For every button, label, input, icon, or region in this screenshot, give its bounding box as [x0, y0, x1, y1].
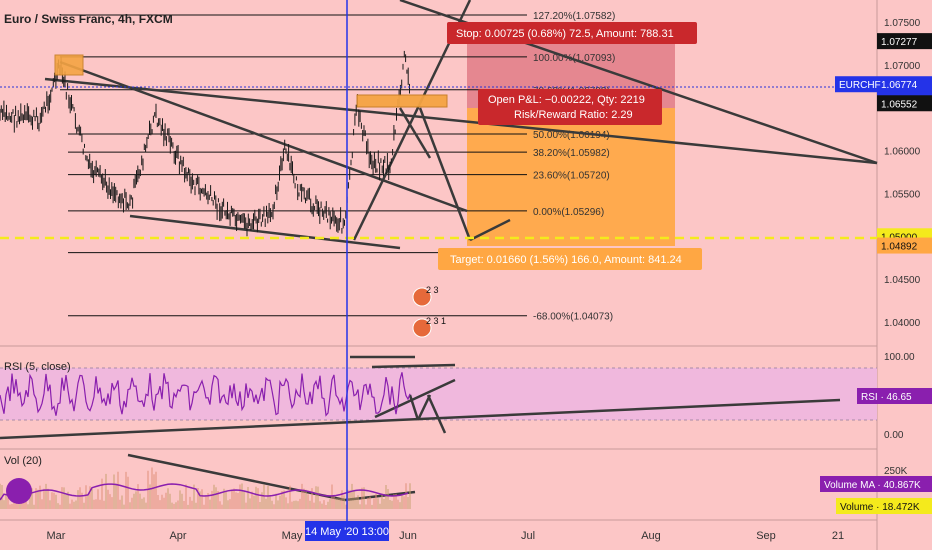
fib-label: 38.20%(1.05982) [533, 148, 610, 159]
fib-label: 23.60%(1.05720) [533, 171, 610, 182]
target-label-box [438, 248, 702, 270]
pnl-label-box [478, 89, 662, 125]
price-series [0, 50, 410, 237]
price-marker [877, 76, 932, 93]
rsi-title: RSI (5, close) [4, 361, 71, 373]
trend-line [469, 218, 511, 242]
trend-line [44, 77, 878, 165]
trend-line [398, 107, 432, 159]
trend-line [129, 214, 401, 250]
price-marker-label: 1.06774 [881, 80, 918, 91]
symbol-badge [835, 76, 877, 93]
time-tick-label: 21 [832, 530, 844, 542]
volume-tick-label: 250K [884, 466, 908, 477]
risk-reward-label: Risk/Reward Ratio: 2.29 [514, 109, 633, 121]
trend-line [344, 490, 416, 502]
volume-title: Vol (20) [4, 455, 42, 467]
fib-label: -68.00%(1.04073) [533, 312, 613, 323]
time-tick-label: Jul [521, 530, 535, 542]
trend-line [0, 398, 841, 440]
trend-line [426, 394, 447, 434]
fib-label: 127.20%(1.07582) [533, 11, 615, 22]
price-tick-label: 1.07000 [884, 61, 921, 72]
fib-label: 50.00%(1.06194) [533, 130, 610, 141]
resistance-box [356, 94, 448, 108]
price-tick-label: 1.05500 [884, 189, 921, 200]
trend-line [371, 363, 456, 369]
price-axis: 1.07500 1.07000 1.06000 1.05500 1.04500 1.040… [820, 18, 932, 514]
price-tick-label: 1.04000 [884, 318, 921, 329]
target-label: Target: 0.01660 (1.56%) 166.0, Amount: 8… [450, 254, 682, 266]
rsi-series [0, 372, 411, 417]
price-tick-label: 1.07500 [884, 18, 921, 29]
volume-ma-label: Volume MA · 40.867K [824, 480, 921, 491]
price-marker-label: 1.04892 [881, 242, 918, 253]
time-axis: Mar Apr May Jun Jul Aug Sep 21 14 May '20 13:00 [47, 521, 844, 542]
trend-line [374, 378, 456, 419]
price-marker [877, 95, 932, 112]
rsi-value-badge [857, 388, 932, 404]
volume-series [0, 467, 411, 509]
rsi-tick-label: 100.00 [884, 352, 915, 363]
price-marker-label: 1.07277 [881, 37, 918, 48]
price-tick-label: 1.04500 [884, 275, 921, 286]
trend-line [418, 107, 472, 241]
volume-badge [836, 498, 932, 514]
time-tick-label: Jun [399, 530, 417, 542]
price-marker-label: 1.06552 [881, 99, 918, 110]
dividend-marker-label: 2 3 1 [426, 316, 446, 326]
time-tick-label: Sep [756, 530, 776, 542]
price-tick-label: 1.06000 [884, 147, 921, 158]
volume-ma-badge [820, 476, 932, 492]
annotation-labels: Stop: 0.00725 (0.68%) 72.5, Amount: 788.… [412, 22, 702, 338]
swing-high-box [54, 54, 84, 76]
rsi-band [0, 368, 877, 420]
trend-line [127, 453, 346, 502]
dividend-marker [412, 287, 432, 307]
crosshair-time-label: 14 May '20 13:00 [305, 526, 389, 538]
pnl-label: Open P&L: −0.00222, Qty: 2219 [488, 94, 645, 106]
rsi-value-label: RSI · 46.65 [861, 392, 912, 403]
time-tick-label: May [282, 530, 303, 542]
time-tick-label: Mar [47, 530, 66, 542]
rsi-line [0, 372, 411, 417]
price-marker [877, 237, 932, 254]
symbol-title: Euro / Swiss Franc, 4h, FXCM [4, 12, 173, 26]
volume-label: Volume · 18.472K [840, 502, 920, 513]
trend-line [59, 60, 468, 213]
symbol-badge-label: EURCHF [839, 80, 881, 91]
time-tick-label: Apr [169, 530, 186, 542]
dividend-marker-label: 2 3 [426, 285, 439, 295]
time-tick-label: Aug [641, 530, 661, 542]
price-marker [877, 33, 932, 50]
stop-label-box [447, 22, 697, 44]
stop-label: Stop: 0.00725 (0.68%) 72.5, Amount: 788.… [456, 28, 674, 40]
fib-label: 0.00%(1.05296) [533, 207, 604, 218]
tradingview-logo-icon[interactable] [6, 478, 32, 504]
crosshair-time-badge [305, 521, 389, 541]
trend-line [416, 394, 432, 421]
volume-ma-line [0, 483, 409, 501]
dividend-marker [412, 318, 432, 338]
trend-line [408, 394, 420, 421]
rsi-tick-label: 0.00 [884, 430, 904, 441]
